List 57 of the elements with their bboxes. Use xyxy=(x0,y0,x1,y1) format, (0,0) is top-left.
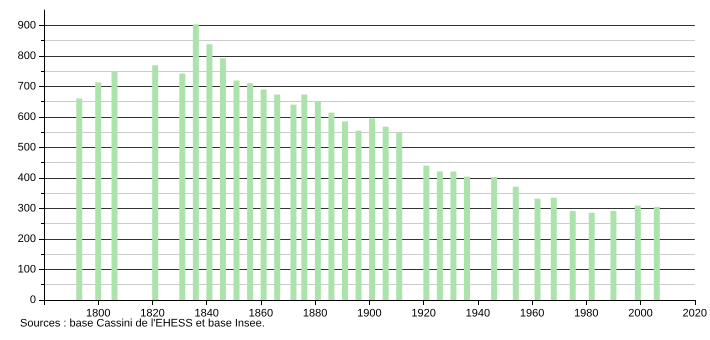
bar xyxy=(356,130,362,300)
x-tick-label: 1860 xyxy=(248,308,274,320)
bar xyxy=(588,212,595,300)
bar xyxy=(192,24,199,300)
bar xyxy=(328,112,334,300)
bar xyxy=(247,83,254,300)
x-tick-label: 2000 xyxy=(628,308,653,320)
x-tick-label: 1980 xyxy=(574,308,599,320)
x-tick-label: 1960 xyxy=(520,308,544,320)
x-tick-label: 2020 xyxy=(682,308,708,320)
x-tick-label: 1800 xyxy=(86,308,110,320)
bar xyxy=(342,121,348,300)
bar xyxy=(112,71,118,300)
y-tick-label: 600 xyxy=(18,110,36,123)
y-tick-label: 400 xyxy=(18,172,36,184)
bar xyxy=(206,44,212,300)
x-tick-label: 1940 xyxy=(466,308,490,320)
y-tick-label: 100 xyxy=(18,263,36,276)
y-tick-label: 200 xyxy=(18,232,36,245)
bar xyxy=(95,82,102,300)
bar xyxy=(369,118,376,300)
bar xyxy=(534,198,540,300)
x-tick-label: 1920 xyxy=(411,308,436,320)
y-tick-label: 500 xyxy=(18,141,36,154)
bar xyxy=(234,80,240,300)
bar xyxy=(550,198,557,300)
y-tick-label: 800 xyxy=(18,50,36,62)
bar xyxy=(512,186,519,300)
bar xyxy=(491,176,498,300)
bar xyxy=(610,210,616,300)
bar xyxy=(654,206,660,300)
bar xyxy=(260,89,267,300)
bar xyxy=(152,65,158,300)
y-tick-label: 0 xyxy=(30,294,36,306)
bar xyxy=(301,94,308,300)
bar xyxy=(450,171,456,300)
bar xyxy=(290,104,296,300)
bar xyxy=(464,176,470,300)
bar xyxy=(396,132,402,300)
y-tick-label: 700 xyxy=(18,80,36,92)
bar xyxy=(76,98,82,300)
source-note: Sources : base Cassini de l'EHESS et base Insee. xyxy=(20,318,265,330)
bar xyxy=(634,206,641,300)
x-tick-label: 1820 xyxy=(140,308,165,320)
bar xyxy=(274,94,280,300)
y-tick-label: 900 xyxy=(18,19,36,32)
bar xyxy=(423,166,430,300)
bar xyxy=(570,210,576,300)
bar xyxy=(220,58,226,300)
y-tick-label: 300 xyxy=(18,202,36,214)
x-tick-label: 1880 xyxy=(302,308,328,320)
bar xyxy=(314,102,321,300)
x-tick-label: 1900 xyxy=(357,308,382,320)
bar xyxy=(436,171,443,300)
bar xyxy=(179,73,186,300)
bar xyxy=(382,126,389,300)
x-tick-label: 1840 xyxy=(194,308,219,320)
